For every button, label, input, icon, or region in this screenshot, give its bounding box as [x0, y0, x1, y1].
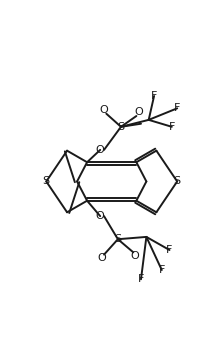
Text: O: O — [130, 251, 139, 261]
Text: F: F — [174, 103, 180, 113]
Text: O: O — [100, 105, 108, 115]
Text: O: O — [96, 145, 105, 155]
Text: S: S — [174, 176, 181, 187]
Text: S: S — [117, 122, 124, 132]
Text: F: F — [151, 91, 157, 101]
Text: F: F — [166, 245, 173, 255]
Text: F: F — [138, 274, 144, 284]
Text: O: O — [96, 211, 105, 221]
Text: S: S — [114, 234, 121, 244]
Text: F: F — [159, 265, 165, 275]
Text: F: F — [169, 122, 175, 132]
Text: S: S — [43, 176, 50, 187]
Text: O: O — [134, 107, 143, 117]
Text: O: O — [97, 253, 106, 263]
